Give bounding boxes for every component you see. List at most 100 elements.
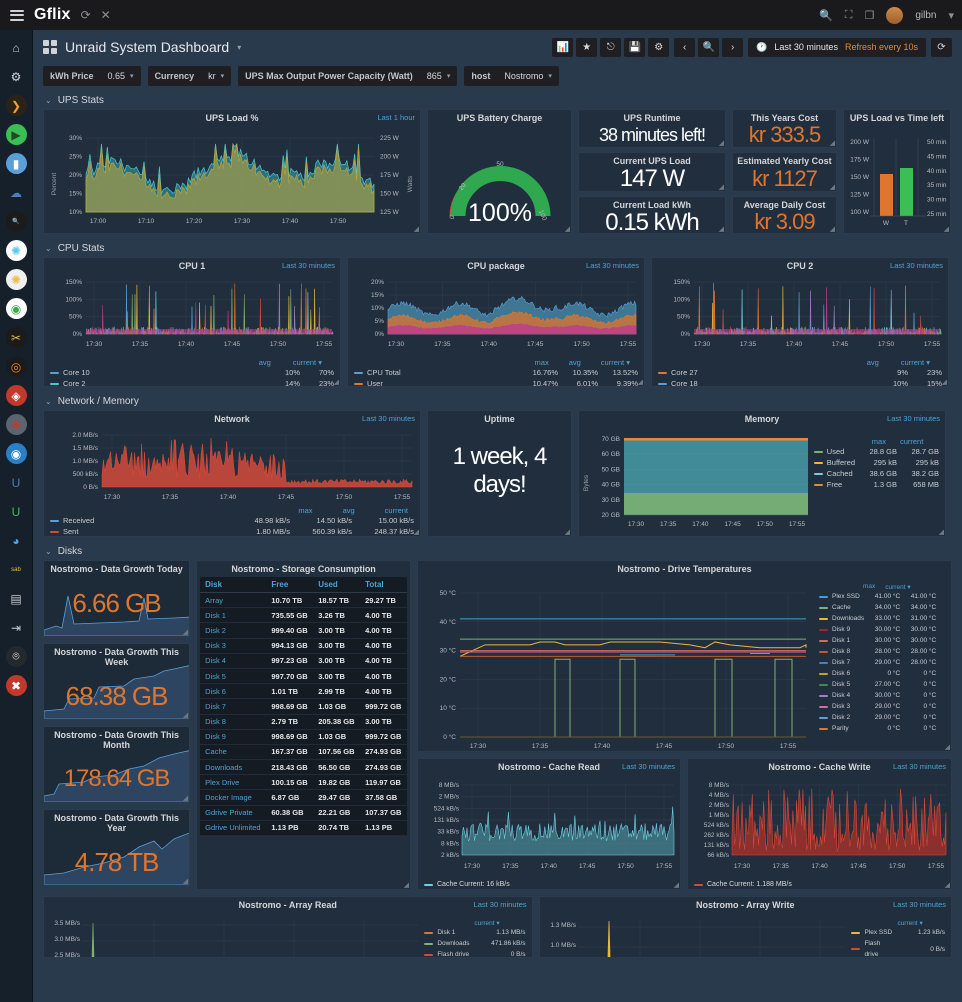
unifi-icon[interactable]: U (11, 475, 21, 490)
chevron-down-icon[interactable]: ▾ (948, 9, 954, 22)
row-header-network-memory[interactable]: ⌄ Network / Memory (33, 393, 962, 410)
fullscreen-icon[interactable]: ⛶ (844, 8, 853, 21)
legend-item[interactable]: CPU Total 16.76% 10.35% 13.52% (354, 367, 638, 378)
star-button[interactable]: ★ (576, 37, 598, 57)
save-button[interactable]: 💾 (624, 37, 646, 57)
table-cell-disk[interactable]: Disk 5 (200, 668, 267, 685)
panel-time-range[interactable]: Last 30 minutes (473, 900, 527, 909)
legend-item[interactable]: Parity 0 °C 0 °C (819, 723, 936, 734)
plex-icon[interactable]: ▶ (5, 124, 27, 145)
row-header-ups-stats[interactable]: ⌄ UPS Stats (33, 92, 962, 109)
variable-host[interactable]: host Nostromo ▾ (464, 66, 559, 86)
alert-icon[interactable]: ✖ (5, 675, 27, 696)
resize-handle[interactable]: ◢ (413, 226, 419, 233)
legend-item[interactable]: Disk 9 30.00 °C 30.00 °C (819, 624, 936, 635)
panel-time-range[interactable]: Last 30 minutes (893, 762, 946, 771)
legend-item[interactable]: Plex SSD 41.00 °C 41.00 °C (819, 591, 936, 602)
legend-item[interactable]: Flash drive 0 B/s (851, 938, 945, 957)
panel-time-range[interactable]: Last 30 minutes (890, 261, 943, 270)
refresh-button[interactable]: ⟳ (931, 37, 952, 57)
menu-icon[interactable] (10, 9, 24, 21)
legend-item[interactable]: Downloads 33.00 °C 31.00 °C (819, 613, 936, 624)
legend-item[interactable]: Plex SSD 1.23 kB/s (851, 927, 945, 938)
time-back-button[interactable]: ‹ (674, 37, 696, 57)
nextcloud-icon[interactable]: ☁ (10, 185, 22, 200)
close-icon[interactable]: ✕ (100, 8, 111, 22)
share-button[interactable]: ⎋ (600, 37, 622, 57)
legend-item[interactable]: Cached 38.6 GB 38.2 GB (813, 468, 939, 479)
table-column-header[interactable]: Total (360, 577, 407, 593)
user-name[interactable]: gilbn (915, 9, 937, 21)
table-cell-disk[interactable]: Array (200, 592, 267, 609)
resize-handle[interactable]: ◢ (829, 184, 835, 191)
legend-item[interactable]: Disk 6 0 °C 0 °C (819, 668, 936, 679)
resize-handle[interactable]: ◢ (829, 226, 835, 233)
resize-handle[interactable]: ◢ (718, 140, 724, 147)
resize-handle[interactable]: ◢ (182, 878, 189, 885)
table-cell-disk[interactable]: Gdrive Unlimited (200, 820, 267, 836)
settings-button[interactable]: ⚙ (648, 37, 670, 57)
resize-handle[interactable]: ◢ (333, 379, 339, 386)
resize-handle[interactable]: ◢ (403, 882, 409, 889)
legend-header[interactable]: current ▾ (600, 358, 630, 367)
tautulli-icon[interactable]: ▮ (5, 153, 27, 174)
reload-icon[interactable]: ⟳ (80, 8, 91, 22)
legend-item[interactable]: Disk 7 29.00 °C 28.00 °C (819, 657, 936, 668)
table-cell-disk[interactable]: Disk 4 (200, 653, 267, 669)
resize-handle[interactable]: ◢ (637, 379, 643, 386)
resize-handle[interactable]: ◢ (564, 226, 570, 233)
lidarr-icon[interactable]: ◉ (5, 298, 27, 319)
zoom-out-button[interactable]: 🔍 (698, 37, 720, 57)
table-cell-disk[interactable]: Downloads (200, 759, 267, 776)
legend-item[interactable]: UPS Load Min: 15% Max: 25% Avg: 19% (50, 232, 191, 233)
row-header-cpu-stats[interactable]: ⌄ CPU Stats (33, 240, 962, 257)
resize-handle[interactable]: ◢ (944, 882, 950, 889)
panel-time-range[interactable]: Last 30 minutes (622, 762, 675, 771)
home-icon[interactable]: ⌂ (12, 40, 20, 55)
legend-item[interactable]: Disk 1 30.00 °C 30.00 °C (819, 635, 936, 646)
variable-value[interactable]: kr ▾ (208, 71, 225, 81)
resize-handle[interactable]: ◢ (829, 140, 835, 147)
legend-item[interactable]: Cache 34.00 °C 34.00 °C (819, 602, 936, 613)
add-panel-button[interactable]: 📊 (552, 37, 574, 57)
legend-item[interactable]: Core 2 14% 23% (50, 378, 334, 386)
variable-value[interactable]: Nostromo ▾ (504, 71, 552, 81)
panel-time-range[interactable]: Last 30 minutes (282, 261, 335, 270)
legend-item[interactable]: Core 10 10% 70% (50, 367, 334, 378)
table-cell-disk[interactable]: Disk 3 (200, 638, 267, 654)
legend-item[interactable]: User 10.47% 6.01% 9.39% (354, 378, 638, 386)
table-cell-disk[interactable]: Docker Image (200, 789, 267, 806)
table-cell-disk[interactable]: Disk 7 (200, 698, 267, 715)
resize-handle[interactable]: ◢ (944, 744, 950, 751)
table-cell-disk[interactable]: Plex Drive (200, 774, 267, 791)
copy-icon[interactable]: ❐ (864, 9, 875, 22)
ombi-icon[interactable]: 🔍 (5, 211, 27, 232)
resize-handle[interactable]: ◢ (718, 184, 724, 191)
settings-icon[interactable]: ⚙ (10, 69, 22, 84)
sab2-icon[interactable]: sab (11, 566, 21, 573)
table-cell-disk[interactable]: Disk 2 (200, 622, 267, 639)
table-cell-disk[interactable]: Disk 8 (200, 714, 267, 730)
legend-header[interactable]: current ▾ (885, 584, 911, 591)
avatar[interactable] (886, 6, 904, 24)
table-cell-disk[interactable]: Cache (200, 744, 267, 761)
row-header-disks[interactable]: ⌄ Disks (33, 543, 962, 560)
legend-header[interactable]: current ▾ (292, 358, 322, 367)
grafana-icon[interactable]: ◎ (5, 356, 27, 377)
radarr-icon[interactable]: ✺ (5, 240, 27, 261)
resize-handle[interactable]: ◢ (938, 529, 944, 536)
sabnzbd-icon[interactable]: ◉ (5, 443, 27, 464)
legend-item[interactable]: Core 18 10% 15% (658, 378, 942, 386)
table-cell-disk[interactable]: Disk 6 (200, 683, 267, 700)
variable-kwh-price[interactable]: kWh Price 0.65 ▾ (43, 66, 141, 86)
mylar-icon[interactable]: ◕ (12, 533, 20, 548)
panel-time-range[interactable]: Last 30 minutes (887, 414, 940, 423)
variable-ups-max-output-power-capacity-watt[interactable]: UPS Max Output Power Capacity (Watt) 865 ▾ (238, 66, 458, 86)
panel-time-range[interactable]: Last 30 minutes (586, 261, 639, 270)
legend-item[interactable]: Cache Current: 1.188 MB/s (688, 878, 951, 889)
legend-header[interactable]: current (384, 506, 408, 515)
search-icon[interactable]: 🔍 (819, 9, 833, 22)
legend-item[interactable]: Watts Min: 130 W Max: 216 W Avg: 162 W (269, 232, 414, 233)
legend-item[interactable]: Disk 4 30.00 °C 0 °C (819, 690, 936, 701)
resize-handle[interactable]: ◢ (182, 629, 189, 636)
